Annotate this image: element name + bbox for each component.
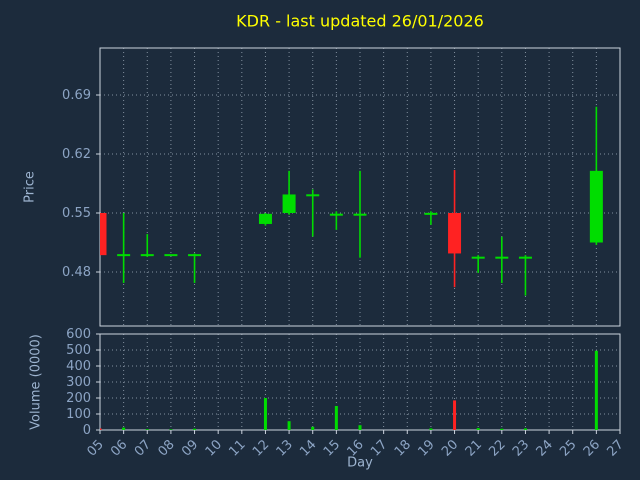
price-tick-label: 0.62 <box>62 147 91 162</box>
candle-doji-dash <box>471 256 485 259</box>
volume-tick-label: 200 <box>66 391 91 406</box>
candle-doji-dash <box>306 194 320 197</box>
candle <box>117 213 131 283</box>
candle <box>424 211 438 225</box>
candles <box>100 106 603 296</box>
candle <box>448 170 462 288</box>
volume-bar <box>145 429 149 430</box>
volume-bar <box>122 427 126 430</box>
candle <box>589 106 603 246</box>
volume-bar <box>287 421 291 430</box>
volume-tick-label: 300 <box>66 375 91 390</box>
candle <box>306 189 320 237</box>
candle-doji-dash <box>117 254 131 257</box>
candle-doji-dash <box>188 254 202 257</box>
candle-doji-dash <box>495 256 509 259</box>
candle-doji-dash <box>518 256 532 259</box>
volume-bar <box>429 428 433 430</box>
candle-body <box>258 213 272 224</box>
price-panel-spine <box>99 47 621 327</box>
volume-bar <box>358 425 362 430</box>
tick-marks <box>96 94 621 434</box>
volume-bar <box>476 428 480 430</box>
volume-bar <box>523 428 527 430</box>
candle-doji-dash <box>329 213 343 216</box>
volume-bars <box>100 350 598 430</box>
candle-body <box>448 213 462 254</box>
candle <box>518 255 532 296</box>
volume-tick-label: 0 <box>83 423 91 438</box>
candle <box>353 170 367 258</box>
volume-bar <box>500 428 504 430</box>
candle-body <box>282 194 296 213</box>
volume-bar <box>453 400 457 430</box>
volume-tick-label: 500 <box>66 343 91 358</box>
candle <box>258 213 272 226</box>
volume-bar <box>193 428 197 430</box>
candle-doji-dash <box>140 254 154 257</box>
volume-bar <box>169 429 173 430</box>
volume-bar <box>263 398 267 430</box>
candle <box>471 255 485 273</box>
volume-bar <box>100 428 102 430</box>
volume-bar <box>334 406 338 430</box>
candle-body <box>100 213 107 256</box>
candle <box>495 236 509 283</box>
candle <box>282 170 296 215</box>
candle <box>100 213 107 256</box>
candle-doji-dash <box>353 213 367 216</box>
volume-tick-label: 100 <box>66 407 91 422</box>
volume-tick-label: 600 <box>66 327 91 342</box>
price-tick-label: 0.55 <box>62 206 91 221</box>
candle-doji-dash <box>164 254 178 257</box>
volume-tick-label: 400 <box>66 359 91 374</box>
candle <box>140 234 154 257</box>
volume-bar <box>594 350 598 430</box>
candle <box>329 211 343 230</box>
candle <box>164 254 178 257</box>
candle-doji-dash <box>424 212 438 215</box>
candle-body <box>589 170 603 243</box>
price-tick-label: 0.48 <box>62 265 91 280</box>
volume-bar <box>311 426 315 430</box>
candle <box>188 253 202 283</box>
price-tick-label: 0.69 <box>62 88 91 103</box>
